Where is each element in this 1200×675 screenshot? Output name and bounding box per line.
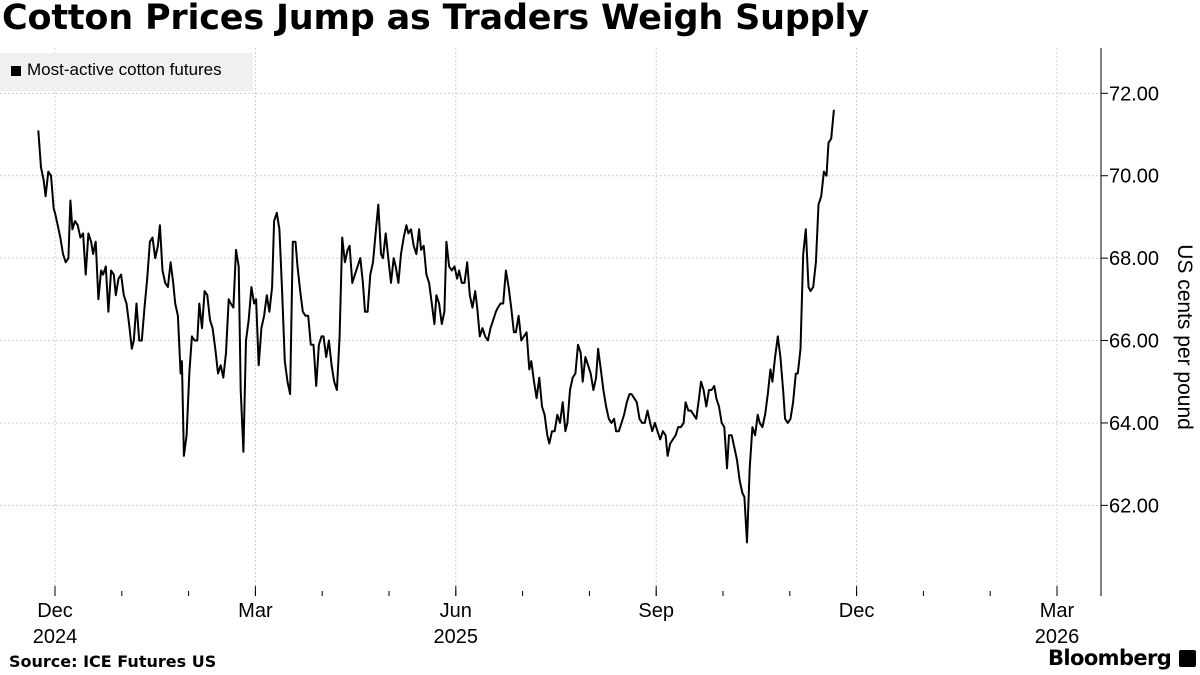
- grid-lines: [0, 48, 1101, 596]
- x-tick-label: Dec: [37, 600, 73, 622]
- y-tick-label: 64.00: [1109, 413, 1159, 435]
- x-tick-label: Dec: [839, 600, 875, 622]
- x-axis-ticks: [54, 586, 1058, 596]
- legend: [0, 53, 253, 91]
- y-tick-label: 62.00: [1109, 495, 1159, 517]
- y-tick-label: 68.00: [1109, 248, 1159, 270]
- y-axis: 62.00 64.00 66.00 68.00 70.00 72.00: [1100, 48, 1159, 596]
- y-tick-label: 70.00: [1109, 166, 1159, 188]
- x-tick-label: Sep: [638, 600, 674, 622]
- x-tick-label: Jun: [440, 600, 472, 622]
- chart-title: Cotton Prices Jump as Traders Weigh Supp…: [2, 0, 869, 38]
- x-tick-year-label: 2025: [434, 626, 479, 648]
- y-tick-label: 66.00: [1109, 331, 1159, 353]
- y-tick-label: 72.00: [1109, 83, 1159, 105]
- bloomberg-icon: [1179, 650, 1196, 667]
- x-tick-label: Mar: [238, 600, 273, 622]
- y-axis-title: US cents per pound: [1173, 244, 1196, 430]
- legend-swatch: [11, 66, 21, 76]
- x-tick-label: Mar: [1040, 600, 1075, 622]
- bloomberg-logo: Bloomberg: [1048, 646, 1172, 670]
- x-tick-year-label: 2024: [33, 626, 78, 648]
- legend-label: Most-active cotton futures: [27, 60, 222, 79]
- x-axis-labels: Dec 2024 Mar Jun 2025 Sep Dec Mar 2026: [33, 600, 1080, 648]
- series-line: [37, 109, 835, 544]
- x-tick-year-label: 2026: [1035, 626, 1080, 648]
- source-note: Source: ICE Futures US: [9, 652, 217, 671]
